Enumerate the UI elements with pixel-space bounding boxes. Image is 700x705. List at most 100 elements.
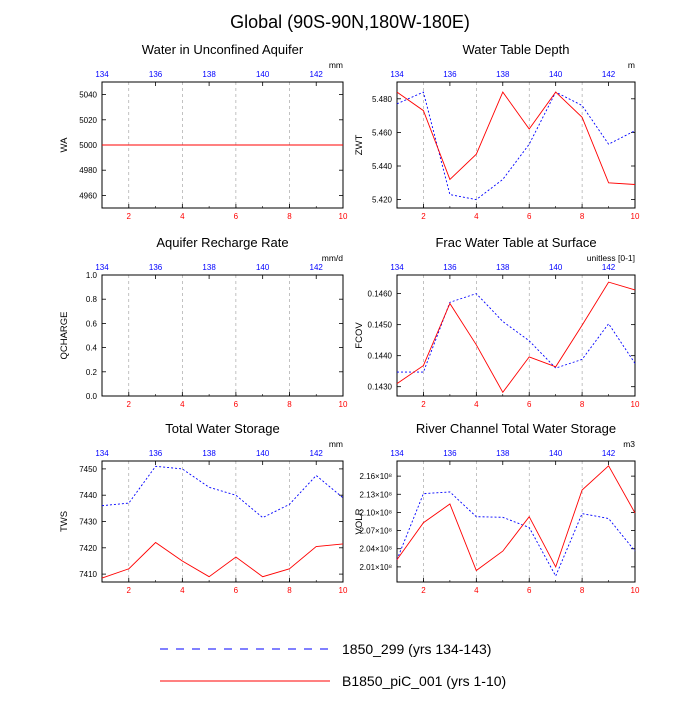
x-tick-label: 6	[527, 212, 532, 221]
y-tick-label: 7440	[79, 491, 97, 500]
y-tick-label: 0.1440	[368, 352, 393, 361]
x-tick-label: 8	[287, 400, 292, 409]
y-tick-label: 0.2	[86, 368, 98, 377]
y-tick-label: 2.13×10⁸	[359, 490, 392, 499]
x-top-tick-label: 134	[95, 449, 109, 458]
y-tick-label: 0.1450	[368, 321, 393, 330]
panel-5: River Channel Total Water Storagem3VOLR2…	[354, 421, 640, 595]
y-axis-label: VOLR	[354, 508, 365, 534]
y-tick-label: 0.6	[86, 319, 98, 328]
x-tick-label: 6	[527, 586, 532, 595]
x-top-tick-label: 138	[202, 449, 216, 458]
panel-title: Water in Unconfined Aquifer	[142, 42, 304, 57]
x-tick-label: 8	[580, 212, 585, 221]
y-tick-label: 4980	[79, 166, 97, 175]
panel-units: m	[628, 60, 635, 70]
x-tick-label: 10	[339, 586, 348, 595]
plot-frame	[101, 274, 344, 397]
x-tick-label: 4	[180, 212, 185, 221]
series-line-1850-299	[396, 91, 636, 201]
y-tick-label: 5.480	[372, 95, 393, 104]
y-axis-label: WA	[59, 137, 70, 153]
plot-frame	[396, 274, 636, 397]
y-axis-label: QCHARGE	[59, 311, 70, 359]
x-top-tick-label: 140	[549, 263, 563, 272]
x-top-tick-label: 142	[602, 449, 616, 458]
x-tick-label: 4	[474, 212, 479, 221]
x-top-tick-label: 138	[496, 263, 510, 272]
y-tick-label: 0.1430	[368, 383, 393, 392]
y-axis-label: TWS	[59, 511, 70, 532]
x-tick-label: 10	[339, 400, 348, 409]
x-top-tick-label: 134	[390, 70, 404, 79]
x-tick-label: 2	[421, 400, 426, 409]
y-tick-label: 0.1460	[368, 290, 393, 299]
x-tick-label: 4	[180, 400, 185, 409]
plot-frame	[101, 460, 344, 583]
series-line-1850-299	[397, 293, 636, 373]
panel-title: River Channel Total Water Storage	[416, 421, 616, 436]
x-tick-label: 8	[580, 400, 585, 409]
panel-4: Total Water Storage mm TWS 2 4 6 8 10 134 136 138 1…	[59, 421, 348, 595]
plot-frame	[396, 81, 636, 209]
y-tick-label: 0.4	[86, 344, 98, 353]
x-top-tick-label: 134	[95, 263, 109, 272]
panel-units: unitless [0-1]	[587, 253, 635, 263]
x-tick-label: 6	[527, 400, 532, 409]
y-tick-label: 0.8	[86, 295, 98, 304]
y-axis-label: ZWT	[354, 135, 365, 156]
y-tick-label: 5000	[79, 141, 97, 150]
x-top-tick-label: 136	[149, 70, 163, 79]
x-top-tick-label: 134	[95, 70, 109, 79]
y-tick-label: 1.0	[86, 271, 98, 280]
panel-3: Frac Water Table at Surface unitless [0-1…	[354, 235, 640, 409]
x-top-tick-label: 134	[390, 449, 404, 458]
x-tick-label: 4	[474, 586, 479, 595]
x-top-tick-label: 140	[549, 70, 563, 79]
panels: Water in Unconfined Aquifer mm WA 2 4 6 8 10 134…	[59, 42, 640, 595]
plot-frame	[396, 460, 636, 583]
series-line-b1850-pic-001	[101, 541, 344, 579]
x-tick-label: 10	[339, 212, 348, 221]
series-line-1850-299	[396, 491, 636, 578]
panel-title: Frac Water Table at Surface	[435, 235, 596, 250]
y-tick-label: 2.04×10⁸	[359, 545, 392, 554]
y-tick-label: 2.01×10⁸	[359, 563, 392, 572]
series-line-b1850-pic-001	[396, 465, 636, 572]
y-tick-label: 0.0	[86, 392, 98, 401]
x-top-tick-label: 138	[202, 70, 216, 79]
x-top-tick-label: 140	[256, 70, 270, 79]
x-tick-label: 6	[234, 400, 239, 409]
y-tick-label: 5.460	[372, 128, 393, 137]
panel-1: Water Table Depth m ZWT 2 4 6 8 10 134 136 138 140 1…	[354, 42, 640, 221]
x-tick-label: 10	[631, 212, 640, 221]
x-tick-label: 6	[234, 212, 239, 221]
series-line-b1850-pic-001	[396, 91, 636, 185]
legend-label-b1850-pic-001: B1850_piC_001 (yrs 1-10)	[342, 673, 506, 689]
legend: 1850_299 (yrs 134-143) B1850_piC_001 (yr…	[160, 641, 506, 689]
panel-2: Aquifer Recharge Rate mm/d QCHARGE 2 4 6 8 10 13…	[59, 235, 348, 409]
x-tick-label: 2	[421, 586, 426, 595]
x-top-tick-label: 140	[549, 449, 563, 458]
y-tick-label: 5040	[79, 91, 97, 100]
y-tick-label: 7410	[79, 570, 97, 579]
y-tick-label: 4960	[79, 191, 97, 200]
y-tick-label: 2.10×10⁸	[359, 508, 392, 517]
y-axis-label: FCOV	[354, 322, 365, 349]
panel-title: Total Water Storage	[165, 421, 279, 436]
panel-title: Aquifer Recharge Rate	[156, 235, 288, 250]
y-tick-label: 7420	[79, 544, 97, 553]
series-line-1850-299	[101, 465, 344, 519]
y-tick-label: 5020	[79, 116, 97, 125]
x-top-tick-label: 138	[496, 449, 510, 458]
x-top-tick-label: 136	[149, 263, 163, 272]
x-top-tick-label: 142	[602, 70, 616, 79]
x-tick-label: 2	[421, 212, 426, 221]
x-top-tick-label: 136	[443, 263, 457, 272]
x-top-tick-label: 138	[496, 70, 510, 79]
x-top-tick-label: 140	[256, 449, 270, 458]
x-tick-label: 8	[580, 586, 585, 595]
y-tick-label: 7450	[79, 465, 97, 474]
